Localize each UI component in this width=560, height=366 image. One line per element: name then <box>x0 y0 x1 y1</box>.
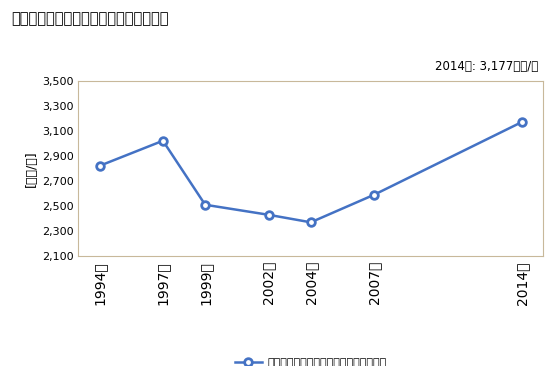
Text: 2014年: 3,177万円/人: 2014年: 3,177万円/人 <box>435 60 539 74</box>
Y-axis label: [万円/人]: [万円/人] <box>25 150 38 187</box>
商業の従業者一人当たり年間商品販売額 <box>202 202 208 207</box>
商業の従業者一人当たり年間商品販売額 <box>519 120 525 124</box>
商業の従業者一人当たり年間商品販売額 <box>160 139 166 143</box>
商業の従業者一人当たり年間商品販売額 <box>307 220 314 224</box>
商業の従業者一人当たり年間商品販売額 <box>371 193 377 197</box>
商業の従業者一人当たり年間商品販売額 <box>265 213 272 217</box>
Line: 商業の従業者一人当たり年間商品販売額: 商業の従業者一人当たり年間商品販売額 <box>96 118 526 226</box>
Text: 商業の従業者一人当たり年間商品販売額: 商業の従業者一人当たり年間商品販売額 <box>11 11 169 26</box>
Legend: 商業の従業者一人当たり年間商品販売額: 商業の従業者一人当たり年間商品販売額 <box>230 353 391 366</box>
商業の従業者一人当たり年間商品販売額 <box>96 164 103 168</box>
